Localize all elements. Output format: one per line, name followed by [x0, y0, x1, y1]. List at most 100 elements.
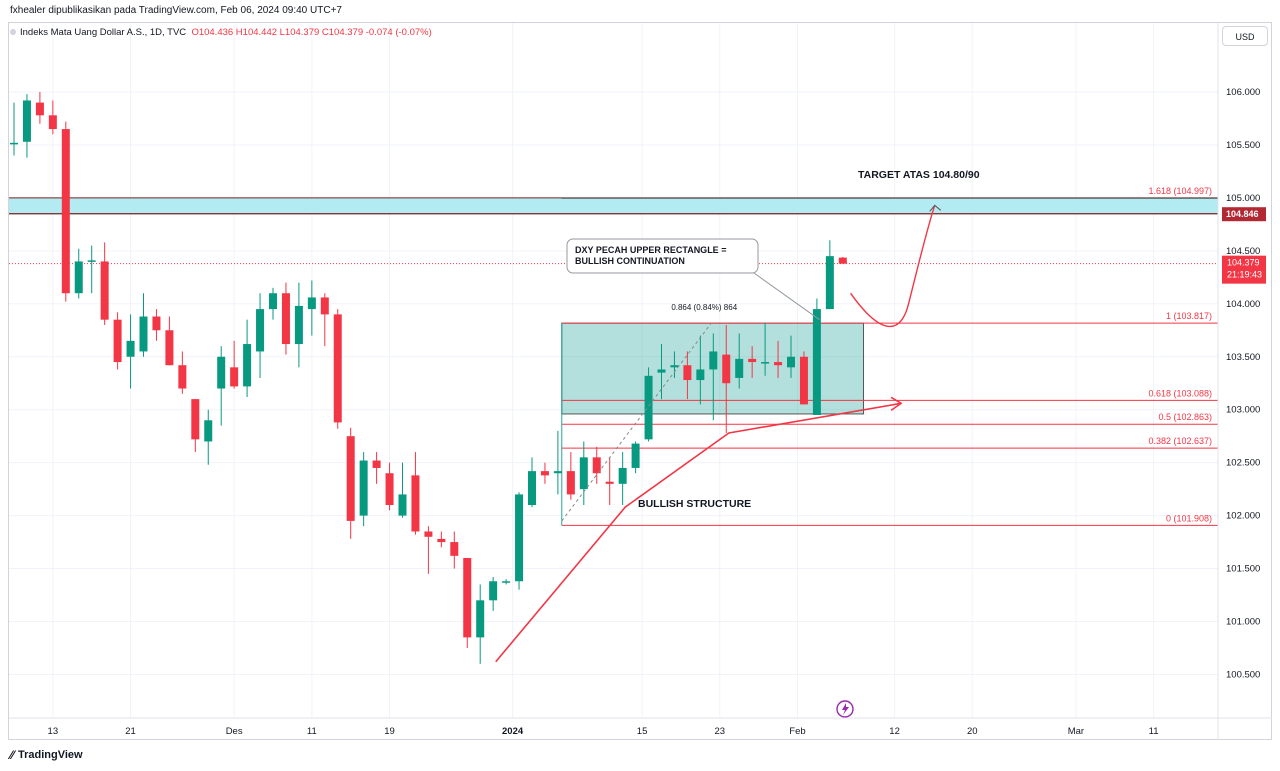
x-tick-label: 15: [637, 726, 648, 737]
countdown-text: 21:19:43: [1227, 270, 1262, 280]
candle-body: [579, 457, 588, 490]
callout-pointer: [753, 272, 820, 321]
candle-body: [657, 369, 666, 373]
candle-body: [191, 399, 200, 440]
candle-body: [320, 297, 329, 315]
fib-level-label: 0.618 (103.088): [1148, 388, 1212, 398]
candle-body: [256, 309, 265, 352]
y-axis: 106.000 105.500 105.000 104.500 104.000 103.5…: [1217, 23, 1266, 740]
tradingview-footer[interactable]: ⁄⁄ TradingView: [10, 748, 83, 762]
status-dot-icon: [10, 29, 16, 36]
candle-body: [799, 356, 808, 405]
candle-body: [463, 557, 472, 638]
callout-text-line2: BULLISH CONTINUATION: [575, 256, 685, 266]
candle-body: [592, 457, 601, 474]
candle-body: [528, 471, 536, 506]
candle-body: [411, 475, 420, 532]
x-tick-label: 2024: [502, 726, 524, 737]
callout-text-line1: DXY PECAH UPPER RECTANGLE =: [575, 245, 726, 255]
candle-body: [670, 365, 679, 368]
background-overlays: 1.618 (104.997) 1 (103.817) 0.618 (103.088…: [9, 186, 1218, 526]
candle-body: [74, 261, 83, 294]
candle-body: [113, 319, 122, 363]
candle-body: [385, 473, 394, 506]
symbol-legend[interactable]: Indeks Mata Uang Dollar A.S., 1D, TVC O1…: [10, 27, 432, 38]
y-tick-label: 101.000: [1226, 617, 1260, 628]
candle-body: [165, 330, 174, 366]
candle-body: [61, 129, 70, 294]
candle-body: [424, 531, 433, 537]
candle-body: [838, 257, 847, 264]
candle-body: [243, 344, 252, 387]
last-price-text: 104.379: [1227, 258, 1260, 268]
candle-body: [683, 365, 692, 381]
x-tick-label: 13: [48, 726, 59, 737]
x-tick-label: 11: [1149, 726, 1159, 737]
fib-level-label: 1.618 (104.997): [1148, 186, 1212, 196]
y-tick-label: 104.000: [1226, 299, 1260, 310]
candle-body: [787, 356, 795, 368]
candle-body: [761, 362, 770, 364]
y-tick-label: 104.500: [1226, 246, 1260, 257]
x-tick-label: Feb: [789, 726, 805, 737]
symbol-name: Indeks Mata Uang Dollar A.S., 1D, TVC: [20, 27, 187, 38]
y-tick-label: 103.500: [1226, 352, 1260, 363]
y-tick-label: 105.500: [1226, 140, 1260, 151]
foreground-overlays: 0.864 (0.84%) 864 DXY PECAH UPPER RECTANG…: [495, 169, 980, 718]
fib-level-label: 0 (101.908): [1166, 513, 1212, 523]
candle-body: [631, 443, 640, 468]
x-tick-label: 12: [889, 726, 900, 737]
candle-body: [48, 115, 57, 130]
y-tick-label: 100.500: [1226, 669, 1260, 680]
candle-body: [553, 471, 562, 474]
candle-body: [825, 256, 834, 310]
last-price-badge: [1222, 255, 1266, 284]
candle-body: [812, 309, 821, 415]
candle-body: [294, 305, 303, 345]
ohlc-values: O104.436 H104.442 L104.379 C104.379 -0.0…: [191, 27, 432, 38]
candle-body: [100, 261, 109, 320]
candle-body: [515, 494, 524, 582]
candle-body: [269, 293, 277, 310]
candle-body: [178, 365, 187, 389]
projection-arrowhead: [929, 204, 942, 212]
candle-body: [204, 420, 213, 442]
level-badge: [1222, 207, 1266, 222]
measure-line: [561, 323, 712, 522]
x-tick-label: 20: [967, 726, 978, 737]
candle-body: [644, 375, 653, 440]
candle-body: [346, 436, 355, 521]
candle-body: [10, 142, 18, 145]
candle-body: [774, 362, 783, 366]
x-tick-label: 23: [714, 726, 725, 737]
currency-button[interactable]: USD: [1222, 26, 1268, 46]
y-tick-label: 102.500: [1226, 458, 1260, 469]
candle-body: [307, 297, 316, 310]
candle-body: [22, 100, 31, 142]
y-tick-label: 102.000: [1226, 511, 1260, 522]
candle-body: [35, 102, 44, 116]
resistance-band: [9, 197, 1218, 214]
candle-body: [372, 460, 381, 468]
candle-body: [126, 340, 135, 357]
candle-body: [437, 538, 446, 543]
brand-name: TradingView: [18, 749, 83, 761]
candle-body: [281, 293, 290, 345]
fib-level-label: 0.382 (102.637): [1148, 436, 1212, 446]
y-tick-label: 106.000: [1226, 87, 1260, 98]
candle-body: [696, 369, 705, 381]
bullish-structure-line: [495, 402, 902, 663]
candle-body: [152, 316, 161, 331]
candle-body: [489, 581, 498, 601]
candle-body: [476, 600, 485, 638]
chart-frame: [8, 22, 1272, 740]
fib-level-label: 0.5 (102.863): [1158, 412, 1212, 422]
candle-body: [217, 356, 226, 389]
x-axis: 13 21 Des 11 19 2024 15 23 Feb 12 20 Mar 11: [9, 717, 1272, 737]
measure-label: 0.864 (0.84%) 864: [671, 303, 737, 312]
tradingview-logo-icon: ⁄⁄: [10, 748, 15, 762]
candle-body: [748, 358, 757, 363]
candle-body: [735, 358, 744, 378]
x-tick-label: Mar: [1068, 726, 1084, 737]
